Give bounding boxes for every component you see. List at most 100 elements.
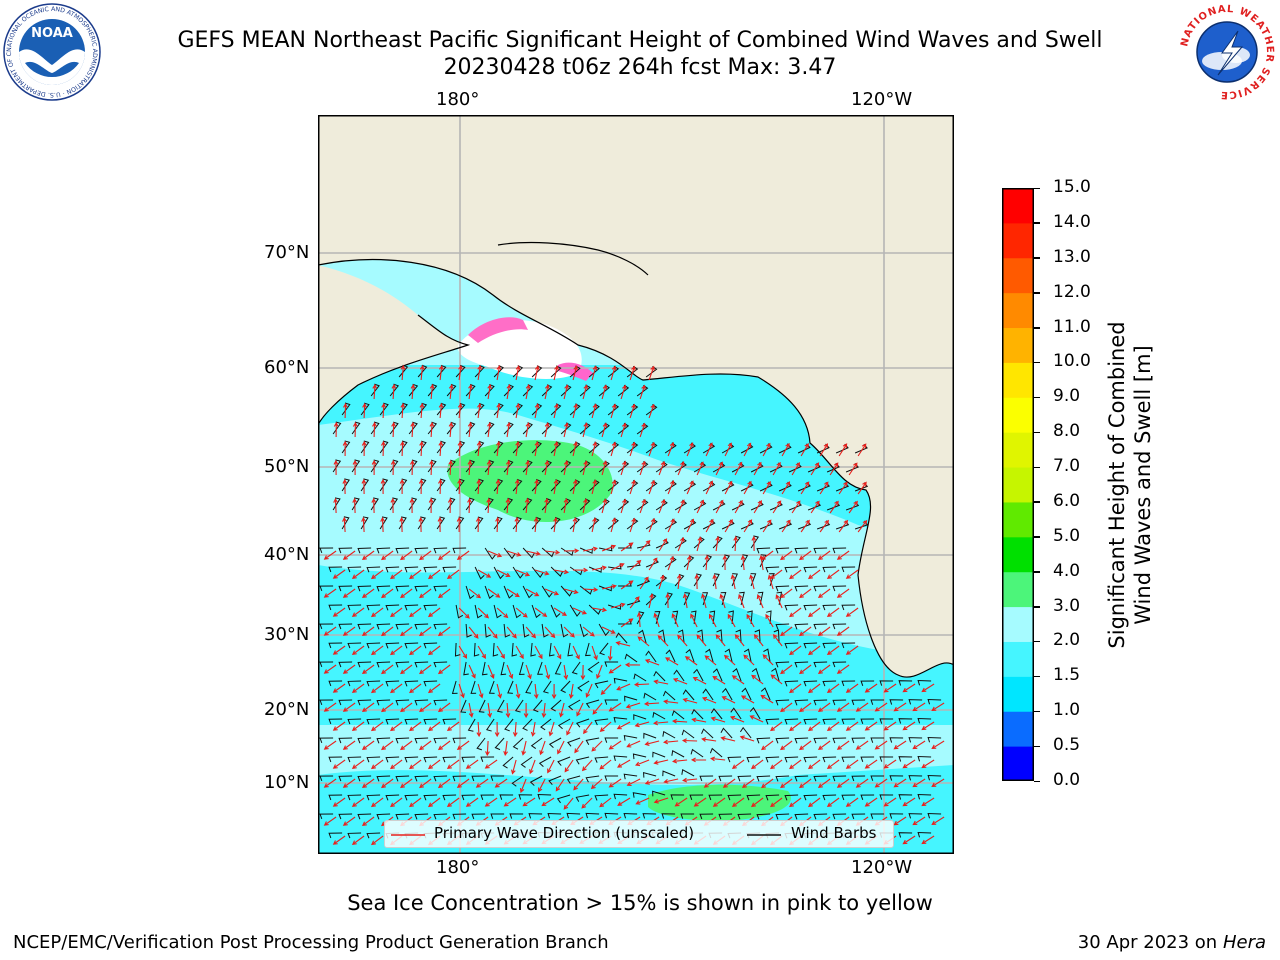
wave-direction-arrow — [893, 702, 907, 712]
wind-barb — [585, 699, 600, 709]
wave-direction-arrow — [506, 588, 520, 598]
wind-barb — [645, 650, 657, 663]
wave-direction-arrow — [648, 593, 654, 609]
wave-direction-arrow — [486, 497, 492, 514]
wave-direction-arrow — [799, 664, 812, 675]
wave-direction-arrow — [625, 702, 641, 709]
wave-direction-arrow — [585, 683, 593, 698]
wind-barb — [395, 585, 410, 592]
wind-barb — [433, 585, 448, 592]
wave-direction-arrow — [658, 460, 666, 476]
wind-barb — [531, 478, 542, 492]
wind-barb — [685, 648, 695, 663]
wind-barb — [718, 813, 733, 820]
wave-direction-arrow — [534, 365, 540, 381]
wind-barb — [771, 667, 780, 682]
wind-barb — [433, 775, 448, 782]
wind-barb — [484, 585, 494, 600]
wind-barb — [520, 756, 533, 768]
wave-direction-arrow — [723, 654, 736, 666]
graticule — [318, 115, 954, 854]
wave-direction-arrow — [496, 440, 501, 457]
wind-barb — [427, 383, 438, 397]
wave-direction-arrow — [409, 497, 415, 514]
wind-barb — [531, 516, 542, 530]
wave-direction-arrow — [410, 383, 416, 400]
wave-direction-arrow — [494, 721, 500, 738]
wave-direction-arrow — [591, 517, 597, 533]
wave-direction-arrow — [686, 518, 695, 533]
wind-barb — [851, 737, 866, 744]
wind-barb — [423, 718, 438, 725]
wave-direction-arrow — [541, 702, 547, 719]
wind-barb — [746, 756, 761, 763]
wind-barb — [423, 566, 438, 573]
wave-direction-arrow — [572, 479, 578, 495]
wave-direction-arrow — [409, 459, 415, 476]
wave-direction-arrow — [644, 778, 660, 785]
colorbar-tick-mark — [1034, 431, 1040, 434]
colorbar-tick-label: 10.0 — [1053, 351, 1091, 372]
wave-direction-arrow — [505, 497, 511, 514]
wind-barb — [446, 421, 457, 435]
wind-barb — [765, 756, 780, 763]
wind-barb — [442, 718, 457, 725]
wave-direction-arrow — [361, 516, 366, 533]
wave-direction-arrow — [525, 460, 530, 476]
wind-barb — [860, 680, 875, 686]
wave-direction-arrow — [457, 402, 463, 419]
wave-direction-arrow — [838, 443, 848, 457]
wind-barb — [604, 775, 619, 781]
wave-direction-arrow — [639, 539, 651, 552]
lon-label-bottom-120w: 120°W — [851, 857, 913, 878]
wave-direction-arrow — [864, 759, 878, 769]
wave-direction-arrow — [410, 421, 416, 438]
wind-barb — [784, 794, 799, 801]
wind-barb — [338, 775, 353, 782]
wave-direction-arrow — [591, 565, 607, 571]
wave-direction-arrow — [409, 607, 422, 618]
wave-direction-arrow — [658, 574, 665, 590]
wind-barb — [841, 566, 856, 573]
wave-direction-arrow — [672, 758, 688, 764]
wind-barb — [560, 623, 569, 638]
wind-barb — [347, 832, 362, 839]
wave-direction-arrow — [704, 554, 710, 571]
wind-barb — [474, 478, 484, 492]
wind-barb — [493, 402, 504, 416]
colorbar-segment — [1002, 746, 1034, 781]
wave-direction-arrow — [390, 569, 403, 580]
wind-barb — [366, 756, 381, 763]
colorbar-segment — [1002, 327, 1034, 363]
wave-direction-arrow — [671, 613, 679, 628]
wind-barb — [531, 441, 542, 454]
wave-direction-arrow — [921, 835, 935, 845]
wave-direction-arrow — [476, 440, 482, 457]
wave-direction-arrow — [658, 538, 668, 552]
map-panel — [318, 115, 954, 854]
wind-barb — [452, 547, 467, 554]
wind-barb — [417, 402, 428, 416]
wind-barb — [908, 775, 923, 781]
wave-direction-arrow — [600, 683, 612, 695]
wind-barb — [452, 737, 467, 744]
wave-direction-arrow — [845, 797, 859, 807]
wind-barb — [319, 699, 334, 706]
wave-direction-arrow — [563, 588, 579, 595]
wave-direction-arrow — [572, 607, 587, 615]
wind-barb — [328, 794, 343, 801]
wind-barb — [813, 699, 828, 706]
wave-direction-arrow — [514, 478, 520, 495]
wave-direction-arrow — [342, 516, 347, 533]
wave-direction-arrow — [738, 593, 745, 609]
wind-barb — [379, 402, 389, 416]
wind-barb — [473, 642, 480, 657]
wind-barb — [541, 497, 552, 511]
wave-direction-arrow — [677, 499, 685, 514]
colorbar-tick-mark — [1034, 536, 1040, 538]
wind-barb — [727, 756, 742, 763]
wind-barb — [548, 642, 555, 657]
wave-direction-arrow — [775, 594, 783, 609]
colorbar-tick-label: 4.0 — [1053, 560, 1081, 581]
wave-direction-arrow — [361, 440, 367, 457]
